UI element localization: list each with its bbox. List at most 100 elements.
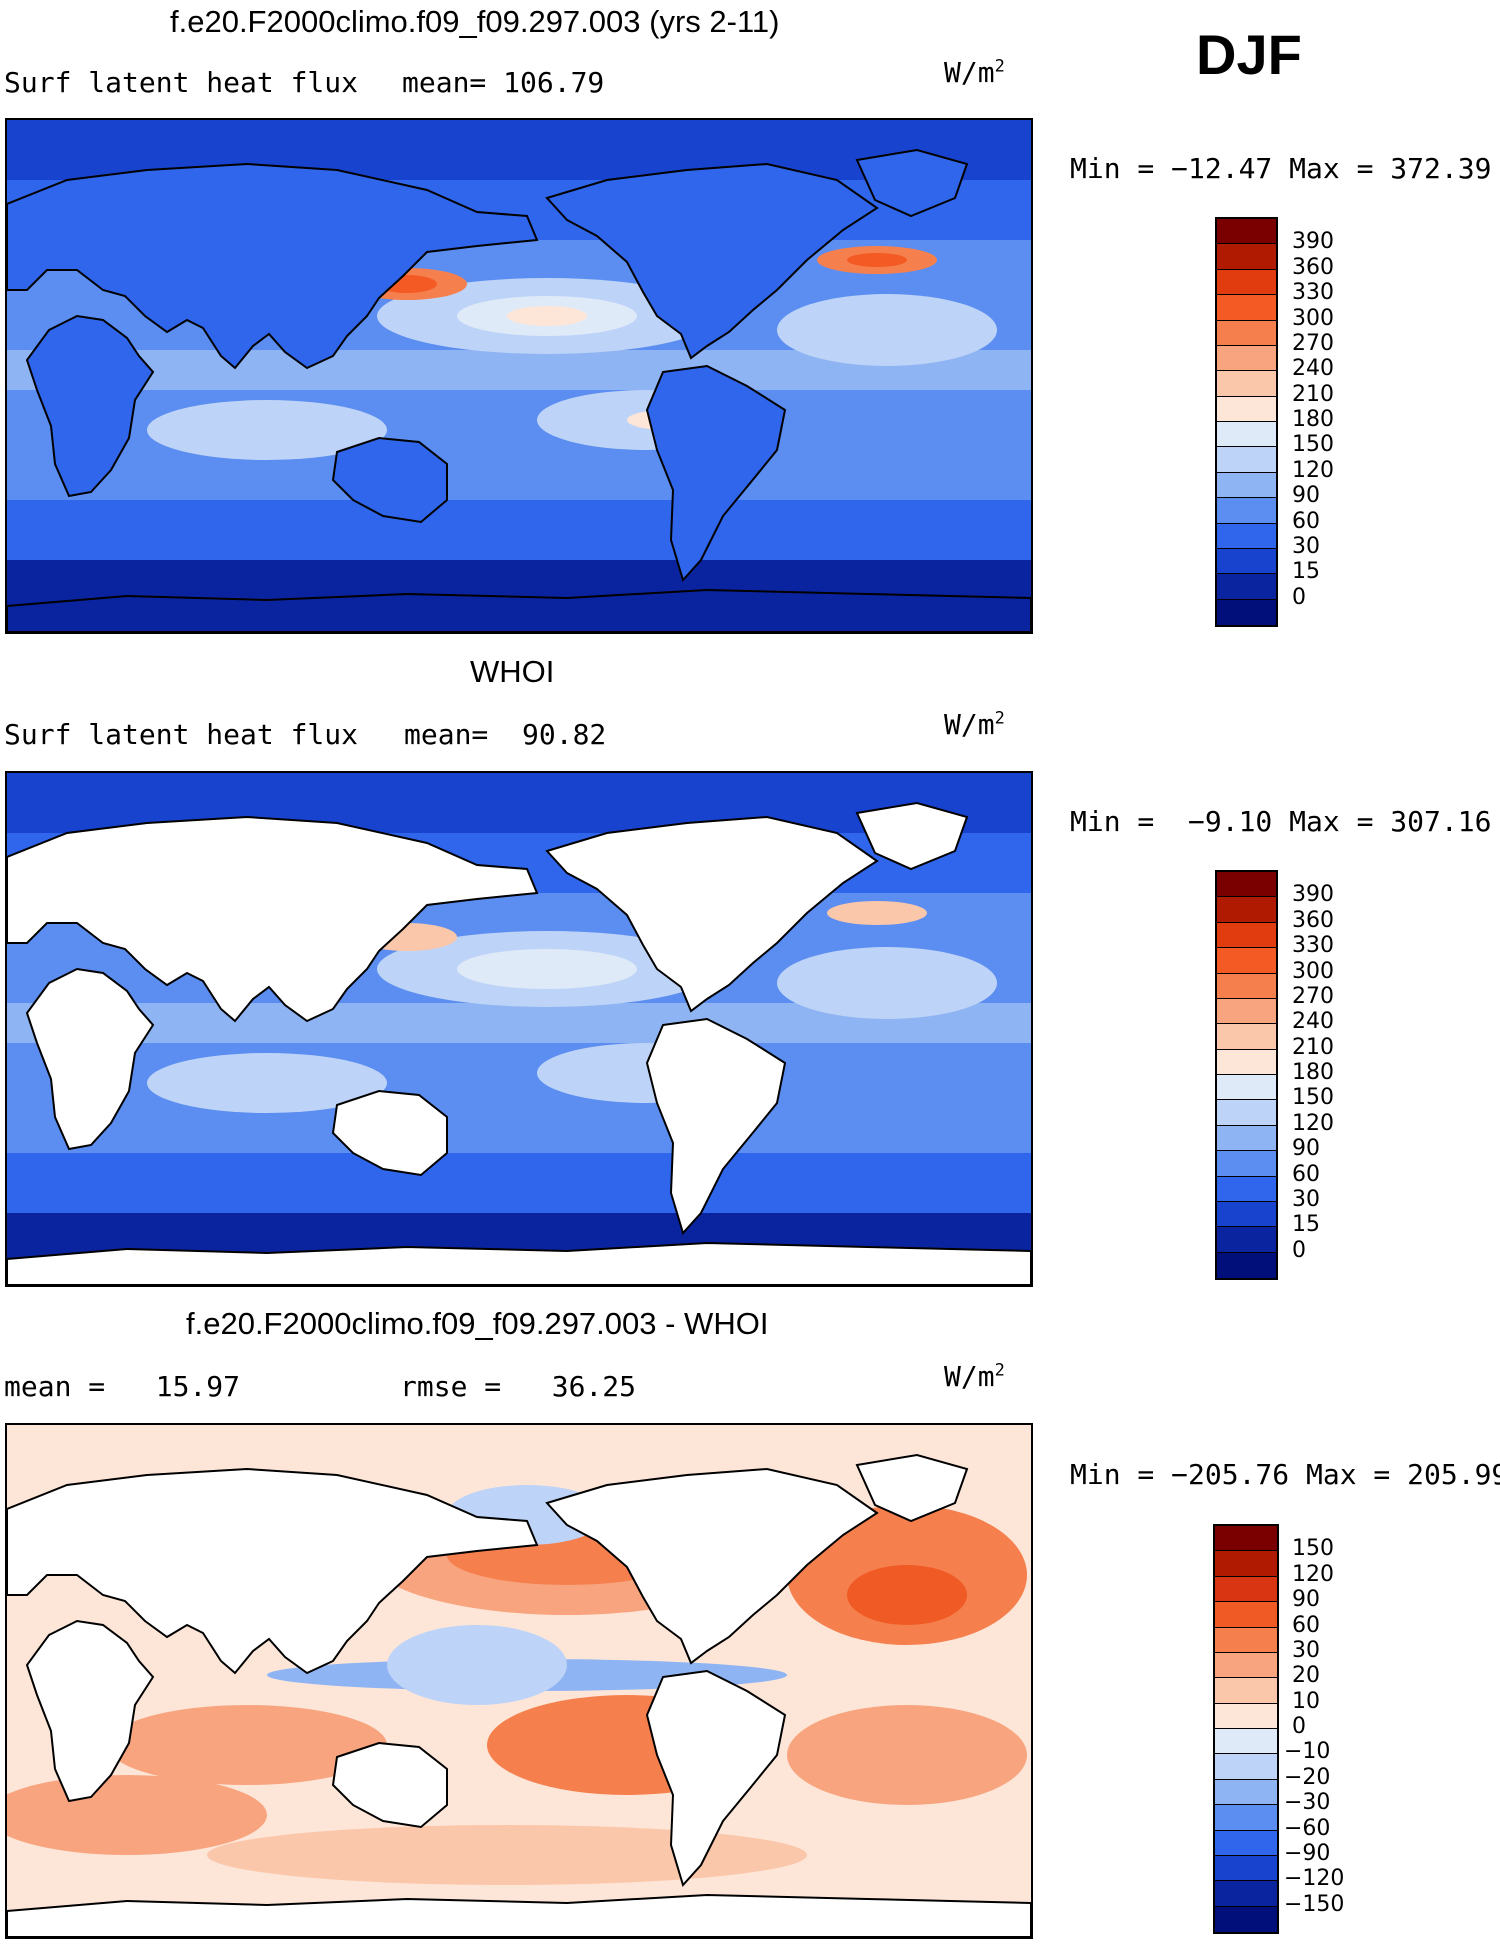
colorbar-swatch (1215, 1830, 1277, 1856)
colorbar-tick-label: −120 (1284, 1866, 1345, 1892)
panel-3-title: f.e20.F2000climo.f09_f09.297.003 - WHOI (186, 1306, 769, 1341)
colorbar-tick-label: −60 (1284, 1815, 1331, 1841)
colorbar-tick-label: 30 (1292, 533, 1320, 559)
panel-3-rmse-label: rmse = 36.25 (400, 1370, 637, 1403)
panel-3-colorbar-labels: 150 120 90 60 30 20 10 0 −10 −20 −30 −60 −90 −120 −150 (1284, 1524, 1412, 1930)
colorbar-swatch (1215, 1754, 1277, 1780)
colorbar-tick-label: 0 (1292, 1714, 1306, 1739)
colorbar-swatch (1215, 1602, 1277, 1628)
colorbar-swatch (1217, 244, 1276, 270)
colorbar-swatch (1217, 422, 1276, 448)
colorbar-tick-label: 120 (1292, 1561, 1334, 1587)
panel-1-left-label: Surf latent heat flux (4, 66, 359, 99)
panel-1-colorbar (1215, 217, 1278, 627)
colorbar-tick-label: 270 (1292, 983, 1334, 1009)
colorbar-swatch (1215, 1906, 1277, 1932)
colorbar-tick-label: 60 (1292, 508, 1320, 534)
colorbar-swatch (1217, 922, 1276, 949)
colorbar-tick-label: 90 (1292, 1136, 1320, 1162)
colorbar-tick-label: 240 (1292, 356, 1334, 382)
colorbar-tick-label: 20 (1292, 1663, 1320, 1689)
colorbar-swatch (1215, 1881, 1277, 1907)
colorbar-tick-label: 30 (1292, 1186, 1320, 1212)
colorbar-tick-label: 15 (1292, 1212, 1320, 1238)
colorbar-tick-label: 330 (1292, 933, 1334, 959)
colorbar-swatch (1217, 447, 1276, 473)
colorbar-tick-label: 150 (1292, 1536, 1334, 1562)
colorbar-tick-label: 90 (1292, 483, 1320, 509)
colorbar-tick-label: 60 (1292, 1161, 1320, 1187)
panel-1-map (5, 118, 1033, 634)
panel-1-minmax: Min = −12.47 Max = 372.39 (1070, 152, 1492, 185)
colorbar-swatch (1215, 1729, 1277, 1755)
panel-2-map (5, 771, 1033, 1287)
colorbar-swatch (1217, 872, 1276, 898)
colorbar-tick-label: −30 (1284, 1790, 1331, 1816)
colorbar-swatch (1217, 1024, 1276, 1050)
colorbar-swatch (1217, 371, 1276, 397)
colorbar-swatch (1217, 396, 1276, 422)
panel-1-units: W/m2 (944, 56, 1005, 89)
colorbar-tick-label: 300 (1292, 958, 1334, 984)
colorbar-swatch (1217, 523, 1276, 549)
colorbar-swatch (1217, 1075, 1276, 1101)
colorbar-tick-label: 330 (1292, 280, 1334, 306)
colorbar-tick-label: 360 (1292, 254, 1334, 280)
colorbar-tick-label: 90 (1292, 1587, 1320, 1613)
colorbar-swatch (1217, 1227, 1276, 1253)
colorbar-swatch (1217, 295, 1276, 321)
colorbar-swatch (1215, 1627, 1277, 1653)
panel-1-colorbar-labels: 390 360 330 300 270 240 210 180 150 120 90 60 30 15 0 (1292, 217, 1412, 623)
panel-3-mean-label: mean = 15.97 (4, 1370, 241, 1403)
colorbar-tick-label: 120 (1292, 457, 1334, 483)
colorbar-swatch (1217, 219, 1276, 245)
colorbar-swatch (1215, 1652, 1277, 1679)
panel-2-colorbar-labels: 390 360 330 300 270 240 210 180 150 120 90 60 30 15 0 (1292, 870, 1412, 1276)
panel-1-mean-label: mean= 106.79 (402, 66, 605, 99)
colorbar-swatch (1217, 948, 1276, 974)
colorbar-tick-label: 210 (1292, 381, 1334, 407)
panel-2-colorbar (1215, 870, 1278, 1280)
season-label: DJF (1196, 23, 1302, 86)
colorbar-tick-label: 180 (1292, 1060, 1334, 1085)
panel-1-title: f.e20.F2000climo.f09_f09.297.003 (yrs 2-… (170, 4, 780, 39)
colorbar-tick-label: 240 (1292, 1009, 1334, 1035)
colorbar-swatch (1217, 1100, 1276, 1126)
colorbar-tick-label: 60 (1292, 1612, 1320, 1638)
colorbar-swatch (1217, 548, 1276, 575)
colorbar-tick-label: 120 (1292, 1110, 1334, 1136)
colorbar-tick-label: 300 (1292, 305, 1334, 331)
colorbar-tick-label: −150 (1284, 1891, 1345, 1917)
panel-2-left-label: Surf latent heat flux (4, 718, 359, 751)
colorbar-swatch (1217, 320, 1276, 346)
colorbar-tick-label: 390 (1292, 229, 1334, 255)
panel-2-minmax: Min = −9.10 Max = 307.16 (1070, 805, 1492, 838)
colorbar-swatch (1217, 897, 1276, 923)
colorbar-swatch (1215, 1551, 1277, 1577)
colorbar-swatch (1217, 1125, 1276, 1152)
colorbar-tick-label: 360 (1292, 907, 1334, 933)
colorbar-tick-label: 0 (1292, 1237, 1306, 1263)
panel-2-title: WHOI (470, 654, 555, 689)
colorbar-swatch (1217, 1252, 1276, 1278)
panel-2-mean-label: mean= 90.82 (404, 718, 607, 751)
colorbar-swatch (1217, 574, 1276, 600)
colorbar-swatch (1217, 498, 1276, 524)
colorbar-swatch (1215, 1855, 1277, 1882)
colorbar-tick-label: 150 (1292, 1085, 1334, 1111)
colorbar-swatch (1215, 1526, 1277, 1552)
colorbar-swatch (1217, 1049, 1276, 1075)
colorbar-swatch (1215, 1576, 1277, 1603)
colorbar-tick-label: −90 (1284, 1840, 1331, 1866)
panel-3-colorbar (1213, 1524, 1279, 1934)
colorbar-tick-label: −10 (1284, 1739, 1331, 1765)
colorbar-tick-label: 180 (1292, 407, 1334, 432)
colorbar-tick-label: 390 (1292, 882, 1334, 908)
colorbar-swatch (1217, 472, 1276, 499)
colorbar-swatch (1217, 1151, 1276, 1177)
panel-3-map (5, 1423, 1033, 1939)
colorbar-tick-label: 0 (1292, 584, 1306, 610)
colorbar-tick-label: 270 (1292, 330, 1334, 356)
colorbar-tick-label: 10 (1292, 1688, 1320, 1714)
colorbar-swatch (1215, 1779, 1277, 1806)
